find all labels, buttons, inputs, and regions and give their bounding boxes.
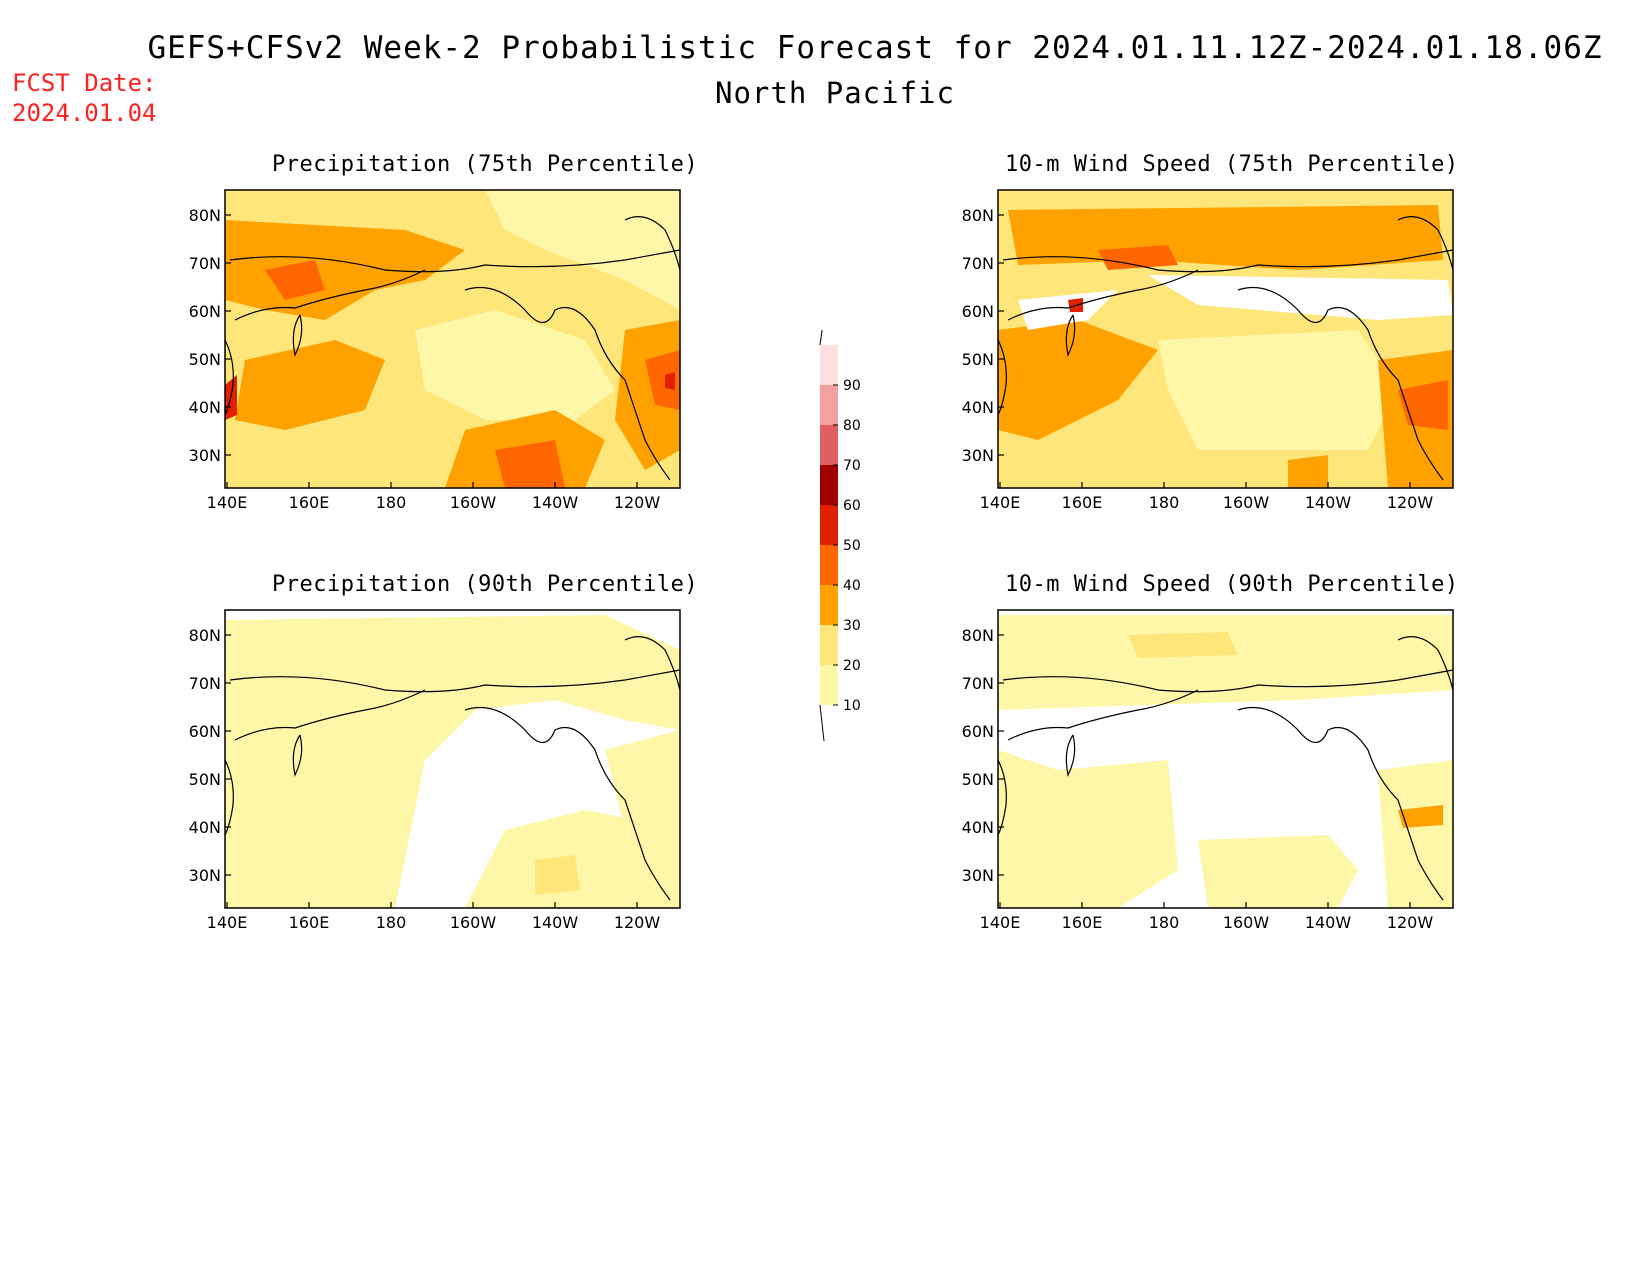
lat-tick-label: 50N (962, 350, 994, 369)
colorbar-swatch (820, 385, 838, 425)
lon-tick-label: 120W (1387, 493, 1434, 512)
colorbar: 10 20 30 40 50 60 70 80 90 (819, 330, 861, 742)
colorbar-swatch (820, 425, 838, 465)
lat-tick-label: 60N (189, 722, 221, 741)
lat-tick-label: 80N (962, 626, 994, 645)
region-title: North Pacific (715, 76, 955, 110)
lon-tick-label: 160W (450, 913, 497, 932)
panel-title-wind75: 10-m Wind Speed (75th Percentile) (1005, 152, 1459, 177)
map-precip75: 80N 70N 60N 50N 40N 30N 140E 160E 180 160W 140W 12… (189, 189, 681, 512)
lat-tick-label: 80N (962, 206, 994, 225)
lon-tick-label: 120W (1387, 913, 1434, 932)
forecast-date-label: FCST Date: (12, 69, 157, 97)
lat-tick-label: 40N (962, 398, 994, 417)
colorbar-swatch (820, 665, 838, 705)
lon-tick-label: 140W (1305, 493, 1352, 512)
colorbar-label: 70 (843, 458, 861, 474)
lon-tick-label: 160W (1223, 913, 1270, 932)
lat-tick-label: 80N (189, 206, 221, 225)
lon-labels: 140E 160E 180 160W 140W 120W (207, 482, 661, 512)
lon-tick-label: 120W (614, 913, 661, 932)
colorbar-swatch (820, 465, 838, 505)
lat-tick-label: 40N (189, 398, 221, 417)
lat-labels: 80N 70N 60N 50N 40N 30N (962, 626, 1004, 885)
lon-tick-label: 160W (1223, 493, 1270, 512)
colorbar-bottom-arrow (819, 704, 825, 742)
lat-tick-label: 30N (189, 446, 221, 465)
lat-tick-label: 60N (962, 302, 994, 321)
lon-labels: 140E 160E 180 160W 140W 120W (207, 902, 661, 932)
lon-tick-label: 180 (1149, 913, 1180, 932)
lat-tick-label: 80N (189, 626, 221, 645)
lon-tick-label: 120W (614, 493, 661, 512)
lon-tick-label: 140W (532, 493, 579, 512)
lon-tick-label: 160W (450, 493, 497, 512)
lat-tick-label: 50N (189, 770, 221, 789)
map-wind75: 80N 70N 60N 50N 40N 30N 140E 160E 180 160W 140W 12… (962, 189, 1454, 512)
lat-labels: 80N 70N 60N 50N 40N 30N (189, 626, 231, 885)
lat-tick-label: 50N (189, 350, 221, 369)
lon-tick-label: 140W (1305, 913, 1352, 932)
lon-labels: 140E 160E 180 160W 140W 120W (980, 902, 1434, 932)
colorbar-label: 10 (843, 698, 861, 714)
forecast-date-value: 2024.01.04 (12, 99, 157, 127)
panel-title-precip75: Precipitation (75th Percentile) (272, 152, 699, 177)
lon-tick-label: 160E (1062, 493, 1103, 512)
lon-tick-label: 140E (980, 913, 1021, 932)
main-title: GEFS+CFSv2 Week-2 Probabilistic Forecast… (147, 30, 1603, 66)
map-frame (997, 189, 1454, 489)
lat-tick-label: 30N (189, 866, 221, 885)
colorbar-label: 50 (843, 538, 861, 554)
lat-tick-label: 70N (962, 254, 994, 273)
lat-labels: 80N 70N 60N 50N 40N 30N (962, 206, 1004, 465)
lat-tick-label: 70N (189, 674, 221, 693)
colorbar-label: 40 (843, 578, 861, 594)
lat-tick-label: 50N (962, 770, 994, 789)
lon-labels: 140E 160E 180 160W 140W 120W (980, 482, 1434, 512)
lat-tick-label: 40N (189, 818, 221, 837)
colorbar-swatch (820, 545, 838, 585)
lat-tick-label: 70N (962, 674, 994, 693)
lon-tick-label: 140E (207, 493, 248, 512)
colorbar-label: 20 (843, 658, 861, 674)
colorbar-label: 30 (843, 618, 861, 634)
lat-tick-label: 30N (962, 866, 994, 885)
map-frame (997, 609, 1454, 909)
map-frame (224, 189, 681, 489)
colorbar-swatch (820, 585, 838, 625)
lon-tick-label: 180 (376, 913, 407, 932)
lat-tick-label: 70N (189, 254, 221, 273)
colorbar-label: 60 (843, 498, 861, 514)
lat-tick-label: 60N (962, 722, 994, 741)
lat-tick-label: 60N (189, 302, 221, 321)
colorbar-swatch (820, 345, 838, 385)
colorbar-top-arrow (819, 330, 823, 346)
map-wind90: 80N 70N 60N 50N 40N 30N 140E 160E 180 160W 140W 12… (962, 609, 1454, 932)
panel-title-precip90: Precipitation (90th Percentile) (272, 572, 699, 597)
lon-tick-label: 140E (207, 913, 248, 932)
map-precip90: 80N 70N 60N 50N 40N 30N 140E 160E 180 160W 140W 12… (189, 609, 681, 932)
forecast-date-block: FCST Date: 2024.01.04 (12, 68, 157, 128)
colorbar-swatch (820, 505, 838, 545)
colorbar-label: 90 (843, 378, 861, 394)
colorbar-swatch (820, 625, 838, 665)
lon-tick-label: 140W (532, 913, 579, 932)
lon-tick-label: 180 (376, 493, 407, 512)
lon-tick-label: 140E (980, 493, 1021, 512)
lon-tick-label: 160E (289, 493, 330, 512)
lon-tick-label: 160E (1062, 913, 1103, 932)
panel-title-wind90: 10-m Wind Speed (90th Percentile) (1005, 572, 1459, 597)
lon-tick-label: 180 (1149, 493, 1180, 512)
colorbar-label: 80 (843, 418, 861, 434)
lat-tick-label: 40N (962, 818, 994, 837)
lat-tick-label: 30N (962, 446, 994, 465)
lon-tick-label: 160E (289, 913, 330, 932)
map-frame (224, 609, 681, 909)
lat-labels: 80N 70N 60N 50N 40N 30N (189, 206, 231, 465)
